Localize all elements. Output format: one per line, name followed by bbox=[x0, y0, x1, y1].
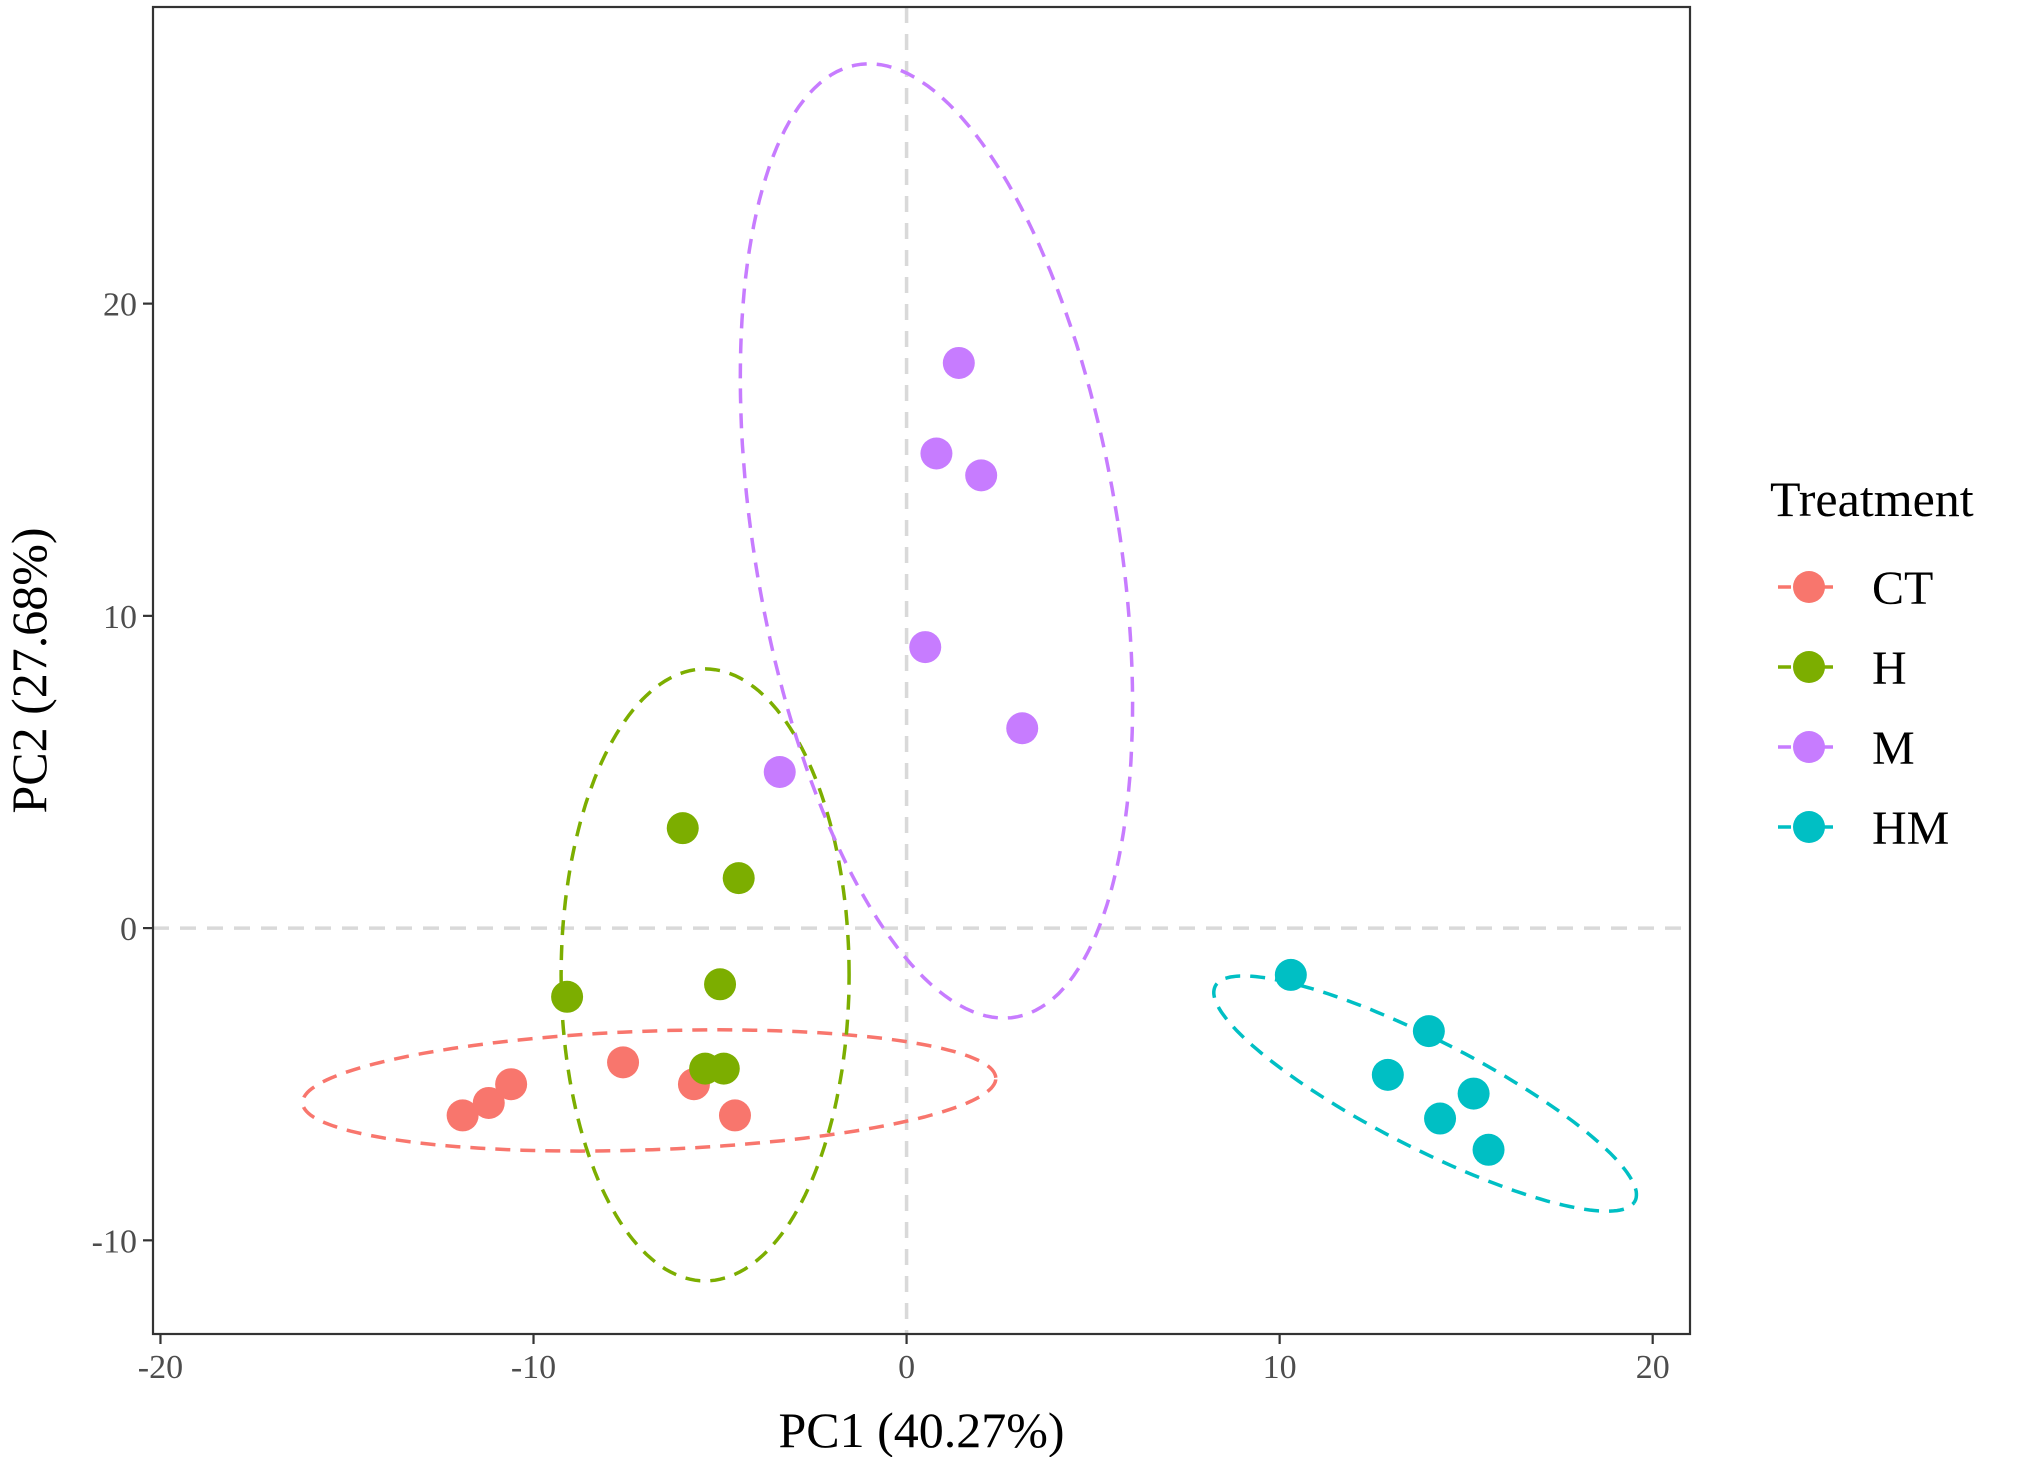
y-tick-label: -10 bbox=[92, 1223, 137, 1260]
point-ct bbox=[495, 1068, 528, 1101]
y-tick-label: 0 bbox=[120, 911, 137, 948]
legend-key-point bbox=[1793, 571, 1825, 603]
legend-title: Treatment bbox=[1770, 471, 1974, 527]
point-hm bbox=[1472, 1133, 1505, 1166]
x-tick-label: 0 bbox=[898, 1349, 915, 1386]
point-m bbox=[1006, 712, 1039, 745]
legend-label: CT bbox=[1872, 562, 1933, 615]
point-hm bbox=[1457, 1077, 1490, 1110]
y-axis: -10 0 10 20 bbox=[92, 287, 153, 1260]
point-h bbox=[704, 968, 737, 1001]
point-m bbox=[920, 437, 953, 470]
legend-label: H bbox=[1872, 642, 1907, 695]
ellipse-hm bbox=[1212, 974, 1639, 1213]
data-points bbox=[446, 346, 1505, 1166]
legend: Treatment CT HM HM bbox=[1770, 471, 1974, 855]
ellipse-h bbox=[559, 667, 851, 1283]
legend-items: CT HM HM bbox=[1778, 562, 1949, 855]
x-axis-title: PC1 (40.27%) bbox=[778, 1402, 1064, 1457]
legend-label: HM bbox=[1872, 802, 1949, 855]
legend-key-point bbox=[1793, 731, 1825, 763]
point-m bbox=[763, 755, 796, 788]
legend-label: M bbox=[1872, 722, 1915, 775]
y-tick-label: 10 bbox=[103, 599, 137, 636]
y-tick-label: 20 bbox=[103, 287, 137, 324]
point-ct bbox=[607, 1046, 640, 1079]
point-hm bbox=[1412, 1015, 1445, 1048]
point-ct bbox=[446, 1099, 479, 1132]
point-m bbox=[965, 459, 998, 492]
reference-lines bbox=[153, 7, 1690, 1334]
ellipse-ct bbox=[300, 1028, 998, 1153]
plot-panel-border bbox=[151, 5, 1692, 1336]
point-h bbox=[722, 862, 755, 895]
point-ct bbox=[472, 1086, 505, 1119]
x-tick-label: -10 bbox=[511, 1349, 556, 1386]
point-hm bbox=[1371, 1058, 1404, 1091]
y-axis-title: PC2 (27.68%) bbox=[1, 527, 57, 813]
point-m bbox=[909, 631, 942, 664]
point-hm bbox=[1274, 958, 1307, 991]
confidence-ellipses bbox=[300, 62, 1639, 1283]
legend-item-h: H bbox=[1778, 642, 1907, 695]
legend-item-ct: CT bbox=[1778, 562, 1933, 615]
point-hm bbox=[1424, 1102, 1457, 1135]
ellipse-m bbox=[738, 62, 1135, 1020]
point-ct bbox=[718, 1099, 751, 1132]
point-h bbox=[551, 980, 584, 1013]
point-m bbox=[942, 346, 975, 379]
point-h bbox=[707, 1052, 740, 1085]
x-tick-label: -20 bbox=[138, 1349, 183, 1386]
point-h bbox=[666, 812, 699, 845]
legend-key-point bbox=[1793, 811, 1825, 843]
legend-item-m: M bbox=[1778, 722, 1915, 775]
x-tick-label: 20 bbox=[1636, 1349, 1670, 1386]
x-tick-label: 10 bbox=[1263, 1349, 1297, 1386]
legend-item-hm: HM bbox=[1778, 802, 1949, 855]
x-axis: -20 -10 0 10 20 bbox=[138, 1334, 1670, 1386]
legend-key-point bbox=[1793, 651, 1825, 683]
